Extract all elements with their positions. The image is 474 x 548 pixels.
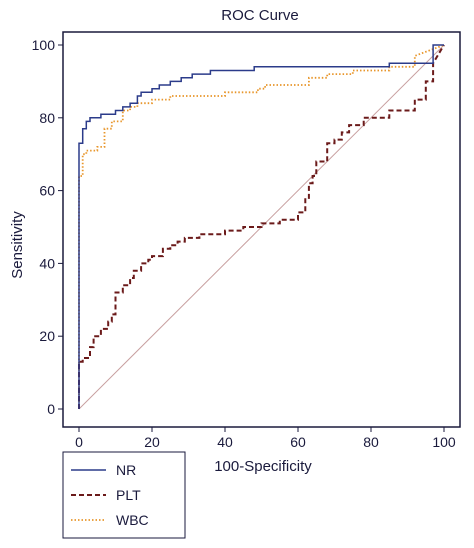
series-line-plt (78, 44, 445, 409)
legend-label-nr: NR (116, 462, 136, 478)
x-tick-label: 0 (75, 434, 83, 450)
y-tick-label: 40 (39, 255, 55, 271)
series-lines (78, 44, 445, 410)
y-axis-ticks: 0 20 40 60 80 100 (32, 37, 63, 417)
legend: NR PLT WBC (62, 451, 186, 539)
x-tick-label: 20 (144, 434, 160, 450)
y-tick-label: 60 (39, 183, 55, 199)
y-tick-label: 100 (32, 37, 56, 53)
series-line-nr (78, 44, 444, 409)
x-tick-label: 60 (290, 434, 306, 450)
x-tick-label: 80 (363, 434, 379, 450)
plot-axes (62, 31, 461, 428)
y-tick-label: 0 (47, 401, 55, 417)
legend-label-plt: PLT (116, 487, 141, 503)
x-tick-label: 100 (432, 434, 456, 450)
y-axis-label: Sensitivity (9, 211, 26, 279)
y-tick-label: 80 (39, 110, 55, 126)
x-axis-label: 100-Specificity (214, 458, 312, 475)
x-axis-ticks: 0 20 40 60 80 100 (75, 427, 456, 450)
chart-title: ROC Curve (221, 7, 299, 24)
series-line-wbc (78, 44, 445, 409)
plot-frame (62, 31, 461, 428)
legend-label-wbc: WBC (116, 512, 149, 528)
x-tick-label: 40 (217, 434, 233, 450)
y-tick-label: 20 (39, 328, 55, 344)
